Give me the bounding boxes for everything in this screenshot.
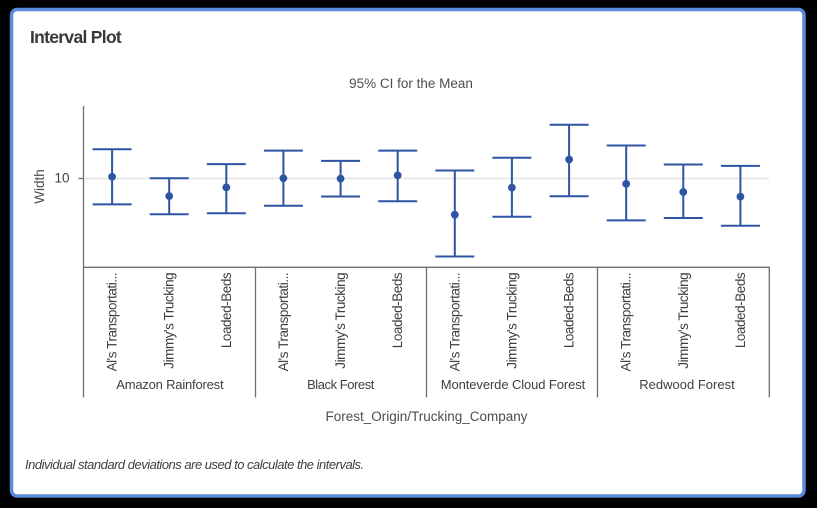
svg-text:Black Forest: Black Forest [307,377,375,392]
svg-text:Loaded-Beds: Loaded-Beds [219,272,234,348]
svg-text:Monteverde Cloud Forest: Monteverde Cloud Forest [441,377,586,392]
svg-text:Amazon Rainforest: Amazon Rainforest [116,377,224,392]
svg-text:Interval Plot: Interval Plot [30,27,122,47]
svg-text:Loaded-Beds: Loaded-Beds [390,272,405,348]
svg-text:Jimmy's Trucking: Jimmy's Trucking [676,273,691,369]
svg-text:Jimmy's Trucking: Jimmy's Trucking [504,273,519,369]
svg-text:Jimmy's Trucking: Jimmy's Trucking [162,273,177,369]
svg-text:Al's Transportati...: Al's Transportati... [105,273,120,372]
svg-text:Width: Width [32,169,47,204]
svg-text:Jimmy's Trucking: Jimmy's Trucking [333,273,348,369]
svg-text:Al's Transportati...: Al's Transportati... [276,273,291,372]
svg-text:95% CI for the Mean: 95% CI for the Mean [349,76,473,91]
svg-text:Al's Transportati...: Al's Transportati... [619,273,634,372]
svg-text:10: 10 [54,171,69,186]
svg-text:Individual standard deviations: Individual standard deviations are used … [25,457,364,472]
svg-text:Al's Transportati...: Al's Transportati... [447,273,462,372]
svg-text:Redwood Forest: Redwood Forest [639,377,735,392]
svg-text:Forest_Origin/Trucking_Company: Forest_Origin/Trucking_Company [325,409,527,424]
svg-text:Loaded-Beds: Loaded-Beds [562,272,577,348]
svg-text:Loaded-Beds: Loaded-Beds [733,272,748,348]
